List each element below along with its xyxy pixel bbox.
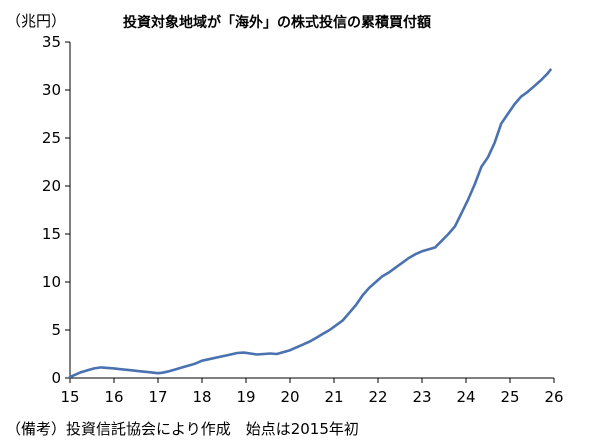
y-axis-unit-label: （兆円） [6,12,66,30]
x-tick-label: 26 [544,388,563,406]
y-tick-label: 30 [42,81,61,99]
x-tick-label: 22 [368,388,387,406]
y-tick-label: 0 [51,369,61,387]
x-axis-ticks: 15 16 17 18 19 20 21 22 23 24 25 26 [60,378,564,406]
x-tick-label: 25 [500,388,519,406]
chart-footnote: （備考）投資信託協会により作成 始点は2015年初 [6,420,359,438]
x-tick-label: 20 [280,388,299,406]
x-tick-label: 21 [324,388,343,406]
x-tick-label: 16 [104,388,123,406]
y-tick-label: 25 [42,129,61,147]
y-tick-label: 15 [42,225,61,243]
x-tick-label: 17 [148,388,167,406]
chart-axes [69,42,554,379]
y-tick-label: 10 [42,273,61,291]
x-tick-label: 18 [192,388,211,406]
chart-title: 投資対象地域が「海外」の株式投信の累積買付額 [123,14,431,31]
x-tick-label: 24 [456,388,475,406]
y-tick-label: 20 [42,177,61,195]
y-tick-label: 35 [42,33,61,51]
series-layer [68,68,552,379]
series-line [68,68,552,379]
y-tick-label: 5 [51,321,61,339]
x-tick-label: 23 [412,388,431,406]
x-tick-label: 19 [236,388,255,406]
x-tick-label: 15 [60,388,79,406]
y-axis-ticks: 0 5 10 15 20 25 30 35 [42,33,70,387]
